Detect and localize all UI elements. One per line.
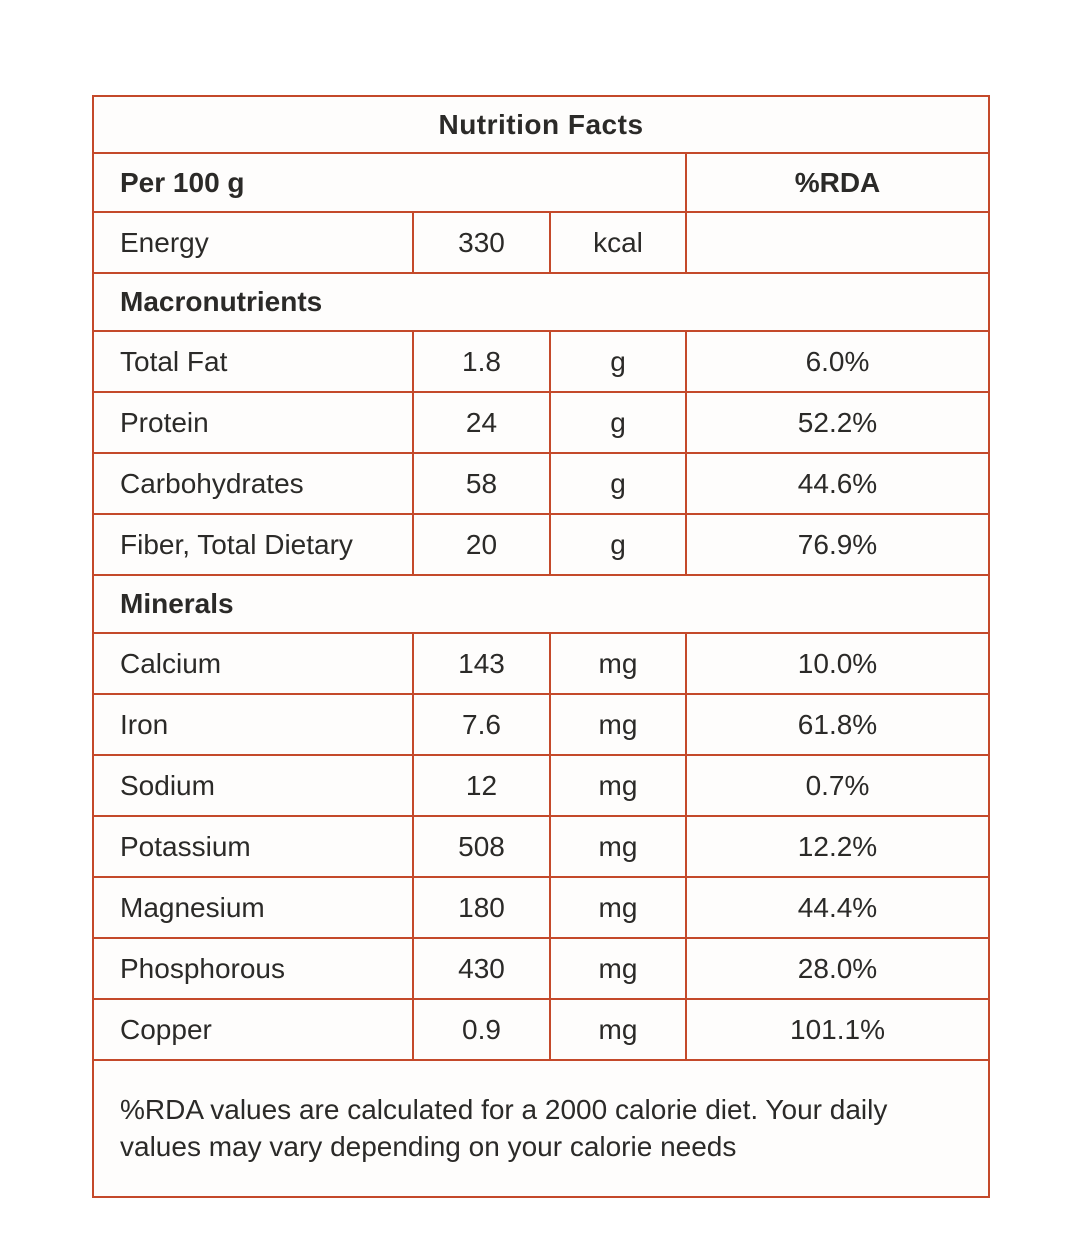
footer-row: %RDA values are calculated for a 2000 ca… [92,1059,990,1198]
nutrient-value: 330 [412,211,551,274]
nutrient-unit: kcal [549,211,687,274]
nutrient-rda: 28.0% [685,937,990,1000]
table-row: Sodium 12 mg 0.7% [92,754,990,817]
nutrient-value: 24 [412,391,551,454]
nutrient-label: Carbohydrates [92,452,414,515]
table-row: Phosphorous 430 mg 28.0% [92,937,990,1000]
nutrient-label: Energy [92,211,414,274]
nutrient-label: Total Fat [92,330,414,393]
nutrient-value: 7.6 [412,693,551,756]
nutrient-rda: 10.0% [685,632,990,695]
table-row: Protein 24 g 52.2% [92,391,990,454]
table-row-energy: Energy 330 kcal [92,211,990,274]
table-row: Calcium 143 mg 10.0% [92,632,990,695]
nutrient-rda: 61.8% [685,693,990,756]
nutrient-label: Magnesium [92,876,414,939]
rda-column-header: %RDA [685,152,990,213]
title-row: Nutrition Facts [92,95,990,154]
nutrient-value: 508 [412,815,551,878]
section-row-minerals: Minerals [92,574,990,634]
nutrient-value: 0.9 [412,998,551,1061]
table-title: Nutrition Facts [92,95,990,154]
nutrient-rda: 12.2% [685,815,990,878]
nutrient-unit: g [549,513,687,576]
nutrition-facts-table: Nutrition Facts Per 100 g %RDA Energy 33… [92,95,990,1198]
nutrient-unit: mg [549,876,687,939]
nutrient-unit: g [549,330,687,393]
header-row: Per 100 g %RDA [92,152,990,213]
nutrient-label: Fiber, Total Dietary [92,513,414,576]
section-header: Minerals [92,574,990,634]
per-100g-header: Per 100 g [92,152,687,213]
table-row: Total Fat 1.8 g 6.0% [92,330,990,393]
section-header: Macronutrients [92,272,990,332]
nutrient-label: Iron [92,693,414,756]
table-row: Carbohydrates 58 g 44.6% [92,452,990,515]
nutrient-value: 58 [412,452,551,515]
nutrient-unit: mg [549,937,687,1000]
nutrient-unit: mg [549,693,687,756]
table-row: Potassium 508 mg 12.2% [92,815,990,878]
nutrient-value: 180 [412,876,551,939]
nutrient-rda: 0.7% [685,754,990,817]
nutrient-unit: mg [549,754,687,817]
nutrient-rda: 44.4% [685,876,990,939]
nutrient-label: Potassium [92,815,414,878]
nutrient-label: Copper [92,998,414,1061]
nutrient-unit: mg [549,815,687,878]
nutrient-value: 430 [412,937,551,1000]
nutrient-value: 1.8 [412,330,551,393]
nutrient-value: 12 [412,754,551,817]
nutrient-label: Calcium [92,632,414,695]
nutrient-label: Protein [92,391,414,454]
nutrient-unit: g [549,452,687,515]
table-row: Fiber, Total Dietary 20 g 76.9% [92,513,990,576]
nutrient-value: 143 [412,632,551,695]
nutrient-label: Phosphorous [92,937,414,1000]
nutrient-rda: 101.1% [685,998,990,1061]
nutrient-rda: 44.6% [685,452,990,515]
rda-footnote: %RDA values are calculated for a 2000 ca… [92,1059,990,1198]
section-row-macronutrients: Macronutrients [92,272,990,332]
nutrient-value: 20 [412,513,551,576]
table-row: Magnesium 180 mg 44.4% [92,876,990,939]
nutrient-rda: 6.0% [685,330,990,393]
table-row: Iron 7.6 mg 61.8% [92,693,990,756]
table-row: Copper 0.9 mg 101.1% [92,998,990,1061]
nutrient-unit: mg [549,998,687,1061]
nutrient-rda [685,211,990,274]
nutrient-label: Sodium [92,754,414,817]
nutrient-unit: g [549,391,687,454]
nutrient-unit: mg [549,632,687,695]
nutrient-rda: 76.9% [685,513,990,576]
nutrient-rda: 52.2% [685,391,990,454]
